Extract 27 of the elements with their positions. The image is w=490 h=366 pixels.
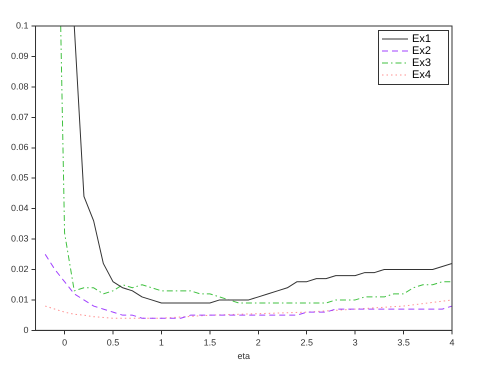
x-tick-label: 0 bbox=[62, 337, 68, 348]
y-tick-label: 0.09 bbox=[10, 50, 29, 61]
y-tick-label: 0.01 bbox=[10, 294, 29, 304]
y-tick-label: 0.05 bbox=[10, 172, 29, 183]
x-tick-label: 4 bbox=[449, 337, 455, 348]
y-tick-label: 0.04 bbox=[10, 203, 29, 214]
y-tick-label: 0.1 bbox=[16, 20, 29, 30]
x-tick-label: 3.5 bbox=[397, 337, 410, 348]
y-tick-label: 0.08 bbox=[10, 81, 29, 92]
x-tick-label: 2 bbox=[256, 337, 261, 348]
y-tick-label: 0.06 bbox=[10, 142, 29, 152]
x-tick-label: 1 bbox=[158, 337, 164, 348]
line-series bbox=[44, 299, 452, 319]
x-axis-title: eta bbox=[238, 351, 250, 362]
y-tick-label: 0.03 bbox=[10, 234, 29, 244]
x-tick-label: 3 bbox=[352, 337, 358, 348]
y-tick-label: 0.07 bbox=[10, 112, 29, 122]
y-tick-label: 0 bbox=[24, 324, 29, 335]
legend-label: Ex4 bbox=[412, 69, 431, 82]
x-tick-label: 0.5 bbox=[106, 337, 120, 348]
x-tick-label: 1.5 bbox=[204, 337, 216, 348]
legend-label: Ex3 bbox=[412, 57, 431, 70]
legend-label: Ex1 bbox=[412, 33, 431, 46]
x-tick-label: 2.5 bbox=[300, 337, 313, 348]
y-tick-label: 0.02 bbox=[10, 264, 29, 274]
line-series bbox=[44, 254, 452, 319]
legend-label: Ex2 bbox=[412, 45, 431, 58]
